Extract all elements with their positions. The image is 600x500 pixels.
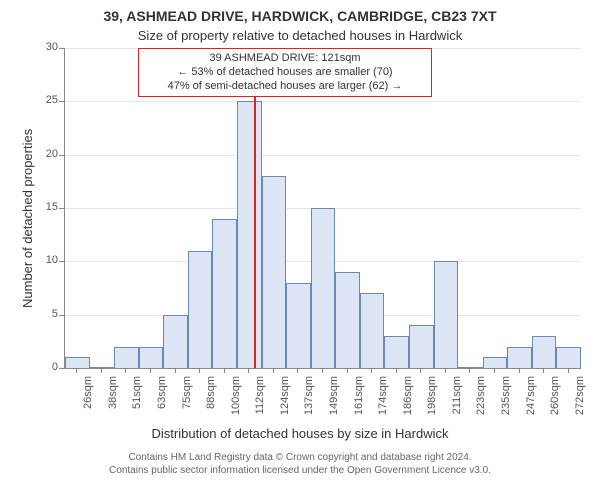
x-tick-mark (347, 368, 348, 373)
histogram-bar (507, 347, 532, 368)
x-tick-label: 260sqm (549, 376, 561, 426)
histogram-bar (434, 261, 459, 368)
y-tick-label: 25 (28, 94, 58, 106)
x-tick-mark (199, 368, 200, 373)
x-tick-mark (543, 368, 544, 373)
histogram-bar (384, 336, 409, 368)
x-tick-label: 38sqm (107, 376, 119, 426)
x-tick-mark (175, 368, 176, 373)
y-tick-label: 0 (28, 361, 58, 373)
x-tick-mark (76, 368, 77, 373)
chart-container: 39, ASHMEAD DRIVE, HARDWICK, CAMBRIDGE, … (0, 0, 600, 500)
x-tick-mark (371, 368, 372, 373)
histogram-bar (409, 325, 434, 368)
grid-line (65, 101, 581, 102)
histogram-bar (90, 367, 115, 368)
footer-text: Contains HM Land Registry data © Crown c… (0, 452, 600, 477)
x-tick-label: 161sqm (353, 376, 365, 426)
x-tick-label: 112sqm (254, 376, 266, 426)
y-tick-mark (59, 155, 64, 156)
x-tick-mark (445, 368, 446, 373)
y-tick-mark (59, 315, 64, 316)
y-tick-label: 10 (28, 254, 58, 266)
x-axis-label: Distribution of detached houses by size … (0, 426, 600, 441)
x-tick-label: 51sqm (131, 376, 143, 426)
histogram-bar (114, 347, 139, 368)
x-tick-mark (420, 368, 421, 373)
grid-line (65, 155, 581, 156)
y-tick-label: 5 (28, 308, 58, 320)
histogram-bar (163, 315, 188, 368)
histogram-bar (532, 336, 557, 368)
x-tick-label: 211sqm (451, 376, 463, 426)
y-tick-label: 15 (28, 201, 58, 213)
histogram-bar (335, 272, 360, 368)
x-tick-mark (125, 368, 126, 373)
chart-title-1: 39, ASHMEAD DRIVE, HARDWICK, CAMBRIDGE, … (0, 8, 600, 24)
x-tick-label: 223sqm (475, 376, 487, 426)
x-tick-mark (224, 368, 225, 373)
histogram-bar (458, 367, 483, 368)
annotation-line-2: ← 53% of detached houses are smaller (70… (145, 66, 425, 80)
x-tick-label: 272sqm (574, 376, 586, 426)
histogram-bar (360, 293, 385, 368)
histogram-bar (139, 347, 164, 368)
histogram-bar (311, 208, 336, 368)
x-tick-label: 124sqm (279, 376, 291, 426)
annotation-line-3: 47% of semi-detached houses are larger (… (145, 80, 425, 94)
x-tick-mark (322, 368, 323, 373)
x-tick-mark (469, 368, 470, 373)
histogram-bar (212, 219, 237, 368)
y-tick-mark (59, 368, 64, 369)
annotation-box: 39 ASHMEAD DRIVE: 121sqm ← 53% of detach… (138, 48, 432, 97)
x-tick-mark (396, 368, 397, 373)
x-tick-label: 198sqm (426, 376, 438, 426)
y-tick-label: 20 (28, 148, 58, 160)
x-tick-mark (519, 368, 520, 373)
x-tick-mark (150, 368, 151, 373)
x-tick-label: 100sqm (230, 376, 242, 426)
histogram-bar (237, 101, 262, 368)
x-tick-mark (494, 368, 495, 373)
histogram-bar (262, 176, 287, 368)
footer-line-1: Contains HM Land Registry data © Crown c… (0, 452, 600, 465)
x-tick-label: 149sqm (328, 376, 340, 426)
x-tick-label: 174sqm (377, 376, 389, 426)
x-tick-label: 186sqm (402, 376, 414, 426)
y-tick-mark (59, 261, 64, 262)
histogram-bar (188, 251, 213, 368)
x-tick-mark (248, 368, 249, 373)
x-tick-mark (297, 368, 298, 373)
x-tick-label: 88sqm (205, 376, 217, 426)
y-tick-mark (59, 208, 64, 209)
histogram-bar (286, 283, 311, 368)
x-tick-mark (273, 368, 274, 373)
y-tick-label: 30 (28, 41, 58, 53)
x-tick-label: 63sqm (156, 376, 168, 426)
y-tick-mark (59, 101, 64, 102)
x-tick-label: 75sqm (181, 376, 193, 426)
x-tick-mark (568, 368, 569, 373)
x-tick-label: 137sqm (303, 376, 315, 426)
chart-title-2: Size of property relative to detached ho… (0, 28, 600, 43)
histogram-bar (65, 357, 90, 368)
x-tick-label: 235sqm (500, 376, 512, 426)
y-tick-mark (59, 48, 64, 49)
x-tick-mark (101, 368, 102, 373)
footer-line-2: Contains public sector information licen… (0, 465, 600, 478)
x-tick-label: 247sqm (525, 376, 537, 426)
histogram-bar (556, 347, 581, 368)
histogram-bar (483, 357, 508, 368)
x-tick-label: 26sqm (82, 376, 94, 426)
annotation-line-1: 39 ASHMEAD DRIVE: 121sqm (145, 52, 425, 66)
